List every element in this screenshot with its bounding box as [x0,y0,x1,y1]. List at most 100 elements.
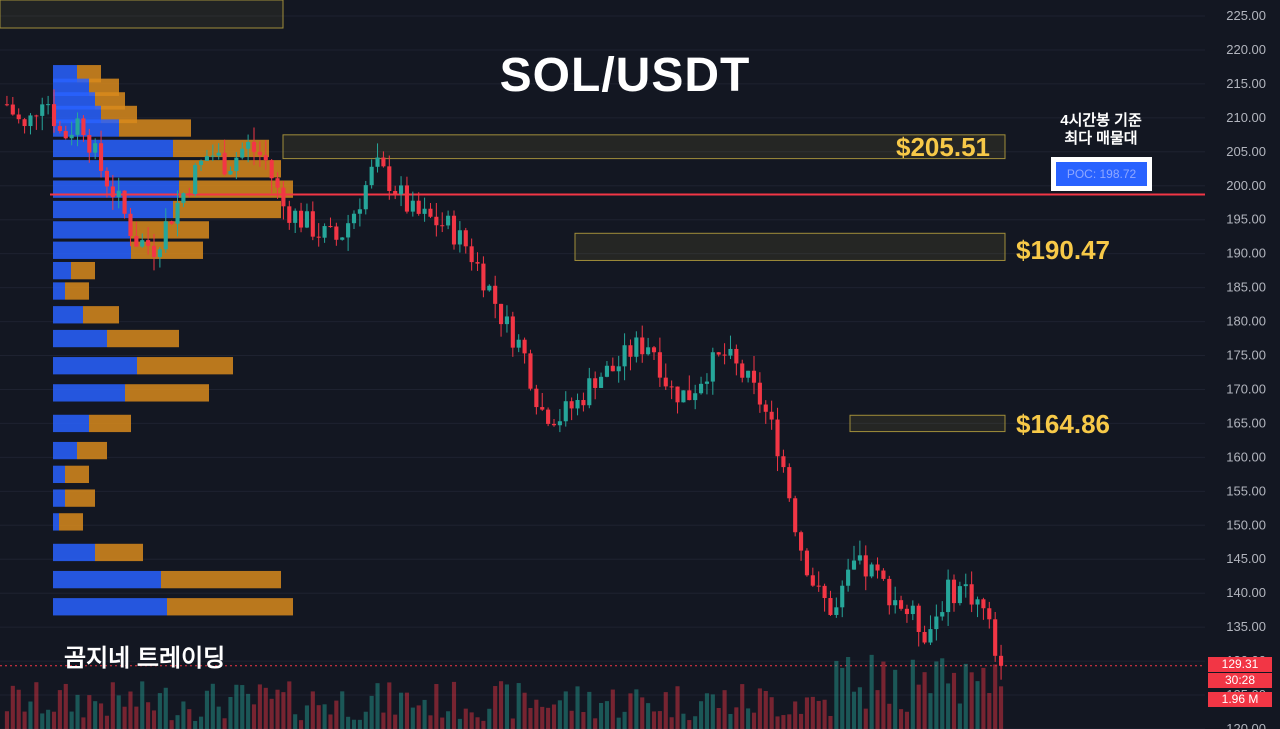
candle-body [993,619,998,656]
candle-body [51,104,57,127]
volume-bar [234,684,239,729]
candle-body [551,423,557,426]
volume-profile-buy-bar [53,329,107,348]
volume-bar [128,691,133,729]
candle-body [646,347,651,355]
candles [4,89,1004,680]
volume-bar [751,712,757,729]
volume-profile-buy-bar [53,598,167,616]
candle-body [40,104,45,116]
volume-bar [699,701,704,729]
volume-profile-sell-bar [131,241,203,259]
volume-bar [181,701,186,729]
candle-body [687,390,692,401]
candle-body [446,215,451,226]
resistance-zone [574,232,1006,261]
y-tick-label: 225.00 [1226,8,1266,23]
candle-body [299,210,304,228]
candle-body [87,135,92,153]
volume-bar [346,716,351,729]
volume-bar [28,701,33,729]
candle-body [275,178,280,188]
candle-body [263,155,268,161]
poc-note-line1: 4시간봉 기준 [1060,112,1142,129]
volume-profile-buy-bar [53,261,71,280]
volume-bar [999,686,1004,729]
volume-bar [669,717,674,729]
volume-profile-sell-bar [89,414,131,433]
volume-profile-sell-bar [77,65,101,83]
candle-body [504,316,509,325]
y-tick-label: 175.00 [1226,348,1266,363]
candle-body [4,104,9,106]
volume-profile-buy-bar [53,384,125,402]
volume-bar [781,715,786,729]
candle-body [828,598,833,615]
candle-body [746,370,751,378]
volume-bar [357,719,362,729]
volume-bar [228,696,233,729]
volume-profile-sell-bar [161,570,281,589]
candle-body [257,151,262,156]
volume-bar [22,711,27,729]
volume-bar [34,682,39,729]
volume-bar [10,685,15,729]
volume-profile-sell-bar [101,105,137,124]
candle-body [146,240,151,246]
candle-body [540,407,545,410]
candle-body [246,141,251,149]
chart-title: SOL/USDT [499,49,751,102]
candle-body [804,550,809,576]
candle-body [593,378,598,388]
volume-bar [793,701,798,729]
candle-body [234,157,239,172]
volume-bar [704,693,709,729]
volume-bar [787,714,792,729]
volume-bar [846,657,851,729]
candle-body [134,236,139,247]
y-tick-label: 170.00 [1226,381,1266,396]
volume-profile-buy-bar [53,105,101,124]
volume-bar [546,707,551,729]
level-label-190: $190.47 [1016,235,1110,265]
volume-bar [416,705,421,729]
candle-body [657,352,662,378]
y-tick-label: 150.00 [1226,517,1266,532]
candle-body [946,579,951,613]
volume-bar [740,684,745,729]
poc-label: POC: 198.72 [1056,162,1147,186]
volume-bar [522,692,527,729]
candle-body [293,210,298,223]
volume-bar [693,716,698,729]
volume-bar [446,711,451,729]
candle-body [310,211,315,237]
candle-body [410,200,415,212]
candle-body [357,209,362,214]
watermark: 곰지네 트레이딩 [64,645,226,672]
volume-bar [381,712,386,729]
candle-body [999,655,1004,666]
candle-body [63,131,68,139]
volume-profile-sell-bar [65,489,95,507]
candle-body [787,467,792,499]
poc-label-box[interactable]: POC: 198.72 [1051,157,1152,191]
candle-body [140,240,145,247]
volume-bar [646,703,651,729]
volume-bar [340,691,345,729]
volume-bar [410,707,415,729]
resistance-zone [0,0,284,29]
candle-body [69,134,74,139]
candle-body [822,585,827,599]
candle-body [634,337,639,357]
candle-body [969,584,974,605]
volume-bars [4,654,1004,729]
candle-body [93,143,98,153]
candle-body [728,348,733,356]
volume-bar [763,690,768,729]
candle-body [963,584,968,587]
volume-bar [75,694,80,729]
candle-body [22,119,27,127]
candle-body [346,223,351,238]
volume-profile-sell-bar [137,357,233,375]
